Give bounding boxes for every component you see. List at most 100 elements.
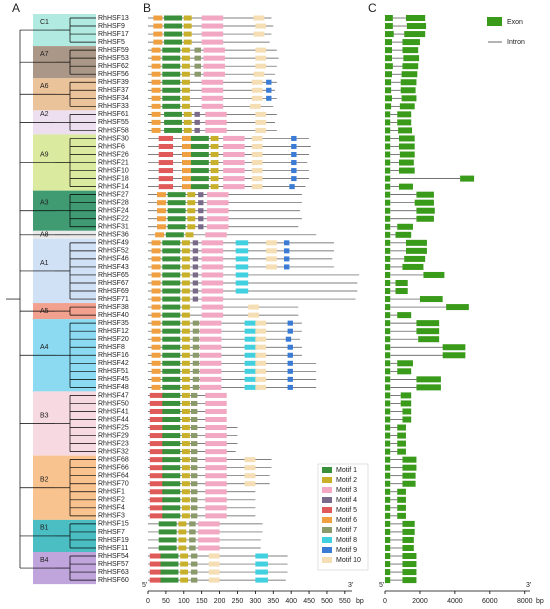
- motif: [210, 135, 219, 141]
- motif: [162, 280, 181, 286]
- motif: [151, 272, 161, 278]
- motif: [182, 408, 190, 414]
- exon: [400, 392, 412, 399]
- gene-name: RhHSF17: [98, 31, 129, 38]
- gene-name: RhHSF3: [98, 513, 125, 520]
- exon: [402, 416, 412, 423]
- motif: [190, 160, 209, 166]
- exon: [385, 199, 391, 206]
- motif: [151, 352, 161, 358]
- motif: [149, 489, 165, 495]
- motif: [182, 384, 190, 390]
- gene-name: RhHSF34: [98, 95, 129, 102]
- exon: [385, 111, 391, 118]
- exon: [385, 279, 391, 286]
- exon: [402, 520, 415, 527]
- exon: [402, 561, 417, 568]
- gene-name: RhHSF56: [98, 71, 129, 78]
- motif: [162, 312, 181, 318]
- exon: [385, 456, 391, 463]
- motif: [198, 200, 204, 206]
- gene-name: RhHSF12: [98, 328, 129, 335]
- motif: [162, 473, 181, 479]
- motif: [158, 176, 174, 182]
- exon: [404, 31, 426, 38]
- motif: [205, 119, 227, 125]
- exon: [395, 231, 412, 238]
- gene-name: RhHSF63: [98, 569, 129, 576]
- motif: [164, 127, 182, 133]
- motif: [182, 79, 190, 85]
- gene-name: RhHSF29: [98, 432, 129, 439]
- motif: [235, 256, 249, 262]
- motif: [198, 537, 220, 543]
- legend-swatch: [322, 527, 332, 533]
- motif: [182, 336, 190, 342]
- motif: [192, 240, 199, 246]
- motif: [285, 336, 292, 342]
- motif: [205, 417, 227, 422]
- motif: [190, 433, 198, 439]
- motif: [149, 441, 165, 447]
- motif: [192, 344, 200, 350]
- exon: [385, 15, 393, 21]
- gene-name: RhHSF57: [98, 561, 129, 568]
- exon: [402, 47, 419, 54]
- motif: [253, 31, 265, 37]
- motif: [164, 31, 182, 37]
- motif: [164, 15, 182, 21]
- motif: [151, 288, 161, 294]
- motif: [187, 208, 196, 214]
- motif: [255, 360, 267, 366]
- motif: [182, 296, 190, 302]
- motif: [198, 224, 204, 230]
- legend-swatch: [322, 497, 332, 503]
- motif: [156, 192, 166, 198]
- motif: [151, 304, 161, 310]
- motif: [255, 55, 267, 61]
- motif: [151, 344, 161, 350]
- gene-name: RhHSF51: [98, 368, 129, 375]
- motif: [205, 408, 227, 414]
- motif: [182, 135, 191, 141]
- motif: [164, 119, 182, 125]
- tick-label: 250: [232, 598, 244, 605]
- exon: [402, 39, 420, 46]
- exon: [385, 368, 391, 375]
- motif: [192, 256, 199, 262]
- motif: [158, 529, 177, 535]
- tick-label: 2000: [412, 598, 428, 605]
- exon: [385, 175, 391, 182]
- motif: [235, 272, 249, 278]
- exon: [385, 31, 394, 38]
- motif: [182, 87, 190, 93]
- exon: [398, 183, 413, 190]
- exon: [397, 432, 406, 439]
- motif: [244, 473, 256, 479]
- gene-name: RhHSF28: [98, 200, 129, 207]
- motif: [284, 264, 290, 270]
- motif: [167, 208, 186, 214]
- motif: [199, 384, 222, 390]
- motif: [182, 457, 190, 463]
- exon: [385, 207, 391, 214]
- motif: [183, 31, 192, 37]
- motif: [149, 449, 165, 455]
- motif: [255, 344, 267, 350]
- motif: [287, 360, 293, 366]
- motif: [182, 256, 190, 262]
- exon: [398, 127, 413, 134]
- motif: [205, 481, 227, 487]
- exon: [385, 448, 391, 455]
- motif: [182, 95, 190, 101]
- axis-end: 5': [379, 582, 384, 589]
- motif: [183, 23, 192, 29]
- clade-label: B1: [40, 525, 49, 532]
- exon: [385, 504, 391, 511]
- exon: [385, 569, 391, 576]
- exon: [416, 384, 441, 391]
- motif: [158, 152, 174, 158]
- exon: [385, 23, 393, 30]
- motif: [289, 184, 295, 190]
- motif: [162, 384, 181, 390]
